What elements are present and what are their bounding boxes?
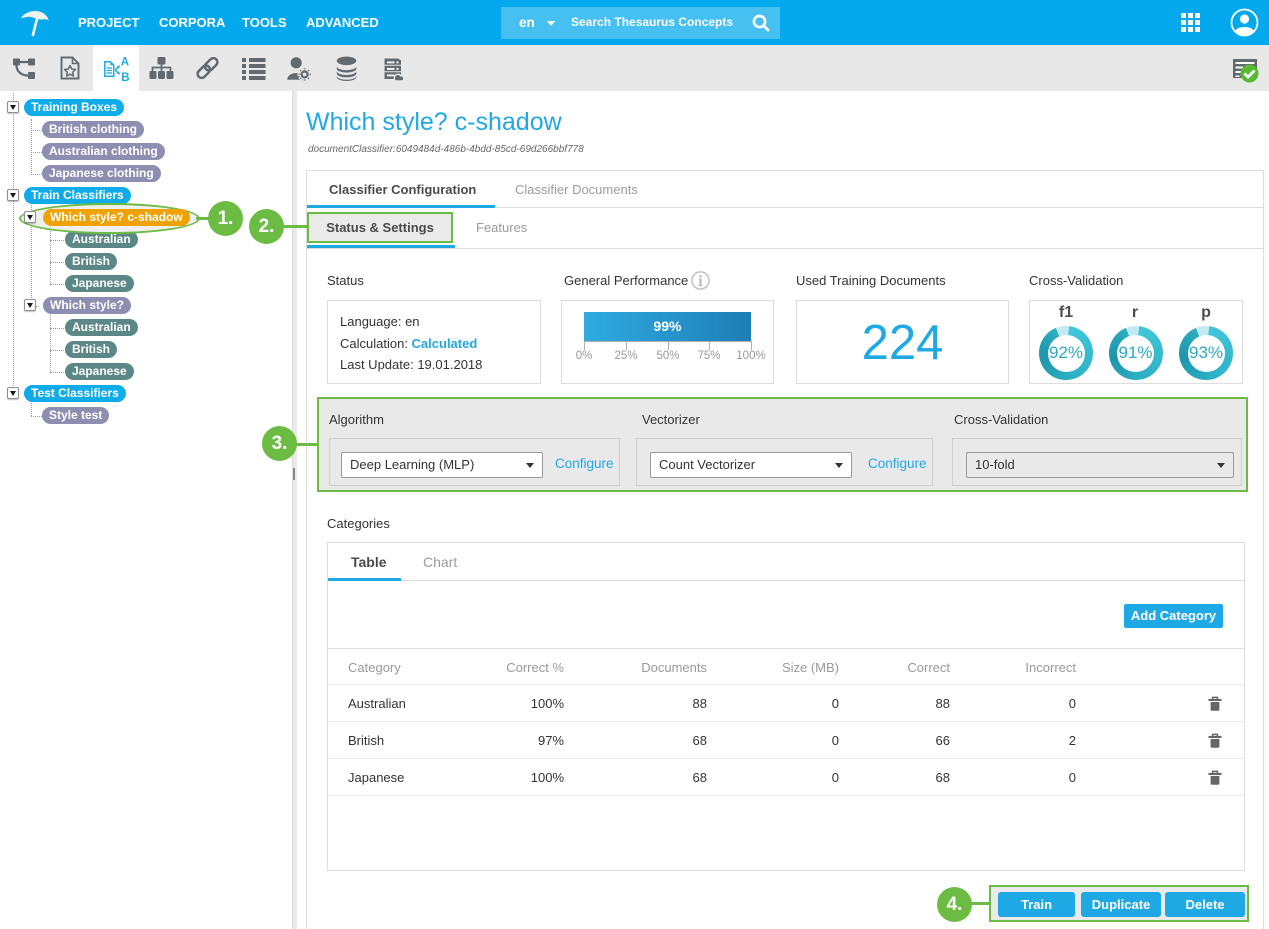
svg-text:A: A [121,57,129,68]
svg-text:B: B [121,72,129,82]
